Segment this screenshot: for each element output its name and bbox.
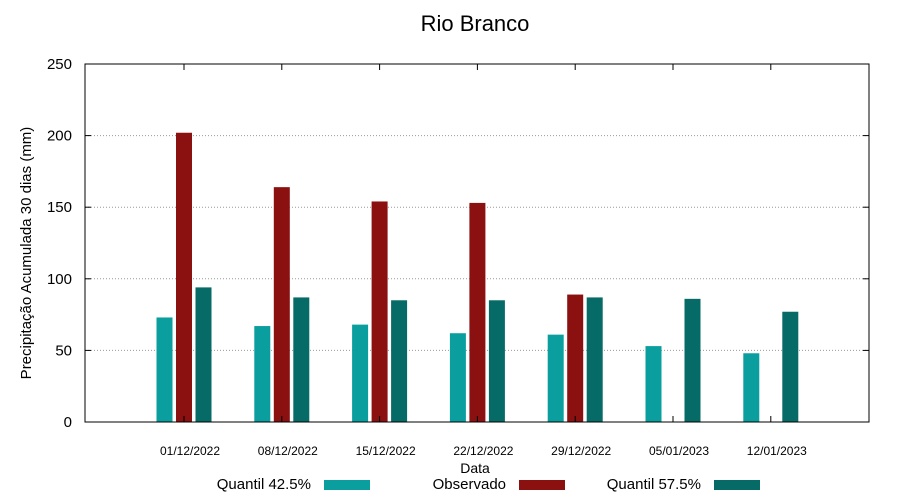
- legend-swatch: [714, 480, 760, 490]
- bar: [547, 334, 564, 422]
- y-axis-label: Precipitação Acumulada 30 dias (mm): [18, 127, 35, 380]
- bar: [156, 317, 173, 422]
- x-tick-label: 05/01/2023: [649, 444, 709, 458]
- bar: [352, 324, 369, 422]
- bar: [469, 202, 486, 422]
- y-tick-label: 150: [47, 199, 72, 216]
- y-ticks: 0 50 100 150 200 250: [47, 56, 869, 431]
- bar: [176, 132, 192, 422]
- legend: Quantil 42.5% Observado Quantil 57.5%: [217, 476, 760, 493]
- y-tick-label: 200: [47, 128, 72, 145]
- y-tick-label: 50: [55, 342, 72, 359]
- bar: [449, 333, 466, 422]
- legend-label: Quantil 57.5%: [607, 476, 701, 493]
- bar: [782, 311, 799, 422]
- x-tick-label: 29/12/2022: [551, 444, 611, 458]
- bar: [488, 300, 505, 422]
- legend-label: Quantil 42.5%: [217, 476, 311, 493]
- x-tick-label: 22/12/2022: [453, 444, 513, 458]
- x-tick-label: 12/01/2023: [747, 444, 807, 458]
- bar: [371, 201, 388, 422]
- x-tick-label: 01/12/2022: [160, 444, 220, 458]
- bar: [645, 346, 662, 422]
- bars: [156, 132, 799, 422]
- bar: [743, 353, 760, 422]
- x-tick-label: 08/12/2022: [258, 444, 318, 458]
- bar: [586, 297, 603, 422]
- bar: [684, 298, 701, 422]
- bar: [195, 287, 212, 422]
- y-tick-label: 100: [47, 271, 72, 288]
- chart-title: Rio Branco: [421, 11, 530, 36]
- bar: [391, 300, 408, 422]
- x-ticks: 01/12/2022 08/12/2022 15/12/2022 22/12/2022…: [160, 64, 807, 458]
- bar: [254, 326, 271, 422]
- y-tick-label: 250: [47, 56, 72, 73]
- x-tick-label: 15/12/2022: [356, 444, 416, 458]
- legend-swatch: [324, 480, 370, 490]
- y-tick-label: 0: [64, 414, 72, 431]
- x-axis-label: Data: [460, 460, 490, 476]
- plot-frame: [84, 63, 870, 423]
- legend-swatch: [519, 480, 565, 490]
- bar: [293, 297, 310, 422]
- bar: [273, 187, 290, 422]
- legend-label: Observado: [433, 476, 506, 493]
- bar: [567, 294, 584, 422]
